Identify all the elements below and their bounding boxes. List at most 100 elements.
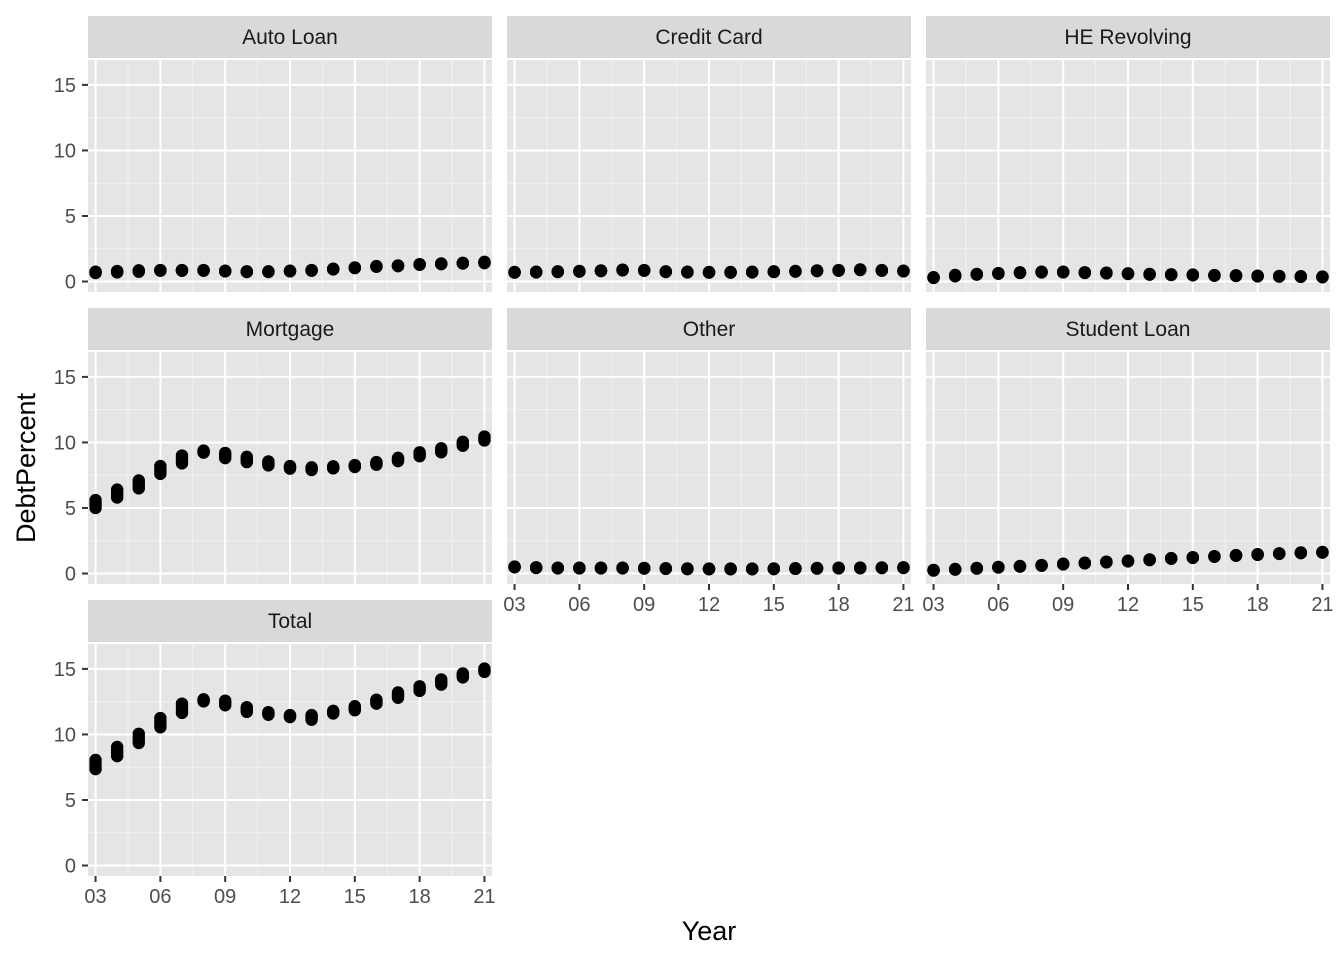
gridlines-total <box>88 644 492 876</box>
data-point <box>992 266 1005 280</box>
data-point <box>370 455 383 469</box>
data-point <box>897 561 910 574</box>
data-point <box>1013 266 1027 279</box>
data-point <box>305 461 318 474</box>
data-point <box>1121 554 1135 567</box>
data-point <box>594 561 608 574</box>
data-point <box>875 263 889 277</box>
data-point <box>435 257 448 270</box>
data-point <box>348 458 362 472</box>
data-point <box>1229 269 1243 282</box>
data-point <box>616 263 629 276</box>
data-point <box>327 704 340 718</box>
data-point <box>1229 548 1243 562</box>
data-point <box>370 693 383 706</box>
facet-panel-mortgage: Mortgage 0 5 10 15 <box>54 308 492 586</box>
data-point <box>1186 550 1200 564</box>
data-point <box>767 265 781 278</box>
facet-strip-mortgage <box>88 308 492 350</box>
points-he-revolving <box>927 265 1329 285</box>
data-point <box>456 667 470 680</box>
data-point <box>746 562 759 575</box>
data-point <box>1294 546 1308 559</box>
data-point <box>637 561 651 575</box>
data-point <box>832 263 845 277</box>
data-point <box>413 680 426 693</box>
data-point <box>1078 556 1091 569</box>
data-point <box>435 442 448 455</box>
data-point <box>724 265 737 279</box>
y-tick-label: 10 <box>54 432 76 454</box>
facet-panel-he-revolving: HE Revolving <box>926 16 1330 292</box>
data-point <box>1165 551 1178 565</box>
data-point <box>927 563 940 577</box>
data-point <box>992 560 1005 574</box>
data-point <box>681 265 694 278</box>
data-point <box>1273 547 1286 560</box>
y-tick-label: 0 <box>65 856 76 878</box>
data-point <box>240 701 253 714</box>
facet-strip-label-other: Other <box>683 318 736 341</box>
data-point <box>478 430 491 443</box>
y-tick-label: 0 <box>65 564 76 586</box>
data-point <box>948 268 962 282</box>
facet-strip-label-student-loan: Student Loan <box>1066 318 1191 341</box>
y-tick-label: 0 <box>65 272 76 294</box>
facet-strip-he-revolving <box>926 16 1330 58</box>
y-tick-label: 15 <box>54 367 76 389</box>
y-tick-label: 15 <box>54 75 76 97</box>
data-point <box>702 265 716 279</box>
data-point <box>197 693 210 706</box>
x-tick-label: 06 <box>149 886 171 908</box>
data-point <box>789 264 802 278</box>
data-point <box>970 267 983 281</box>
data-point <box>154 459 167 473</box>
x-tick-label: 18 <box>1247 594 1269 616</box>
data-point <box>1035 265 1048 278</box>
points-auto-loan <box>89 255 491 280</box>
data-point <box>478 662 491 675</box>
x-axis-title: Year <box>682 916 737 946</box>
data-point <box>154 711 167 725</box>
x-tick-label: 12 <box>279 886 301 908</box>
facet-strip-student-loan <box>926 308 1330 350</box>
data-point <box>110 483 124 496</box>
facet-panels: Auto Loan 0 5 10 15 Credit Card HE Revolving Mo… <box>54 16 1334 908</box>
gridlines-auto-loan <box>88 60 492 292</box>
y-tick-label: 5 <box>65 206 76 228</box>
data-point <box>1294 270 1308 283</box>
data-point <box>508 265 521 279</box>
data-point <box>573 561 586 574</box>
gridlines-student-loan <box>926 352 1330 584</box>
data-point <box>218 694 232 707</box>
facet-strip-credit-card <box>507 16 911 58</box>
points-other <box>508 560 910 576</box>
data-point <box>218 446 232 460</box>
data-point <box>508 560 521 573</box>
points-credit-card <box>508 263 910 279</box>
data-point <box>110 740 124 754</box>
data-point <box>810 264 824 277</box>
data-point <box>832 561 845 574</box>
data-point <box>1316 545 1329 559</box>
data-point <box>456 435 470 448</box>
data-point <box>132 474 145 487</box>
data-point <box>348 700 362 713</box>
facet-strip-total <box>88 600 492 642</box>
data-point <box>573 264 586 278</box>
data-point <box>1100 266 1113 279</box>
x-tick-label: 06 <box>568 594 590 616</box>
data-point <box>413 257 426 271</box>
facet-strip-label-he-revolving: HE Revolving <box>1064 26 1191 49</box>
data-point <box>1013 559 1027 573</box>
data-point <box>1316 270 1329 283</box>
x-tick-label: 15 <box>1182 594 1204 616</box>
x-tick-label: 09 <box>214 886 236 908</box>
points-student-loan <box>927 545 1329 577</box>
data-point <box>551 561 564 574</box>
facet-panel-total: Total 0 5 10 15 03 06 09 12 15 18 21 <box>54 600 496 908</box>
data-point <box>240 265 253 278</box>
data-point <box>197 263 210 277</box>
data-point <box>927 271 940 284</box>
gridlines-credit-card <box>507 60 911 292</box>
